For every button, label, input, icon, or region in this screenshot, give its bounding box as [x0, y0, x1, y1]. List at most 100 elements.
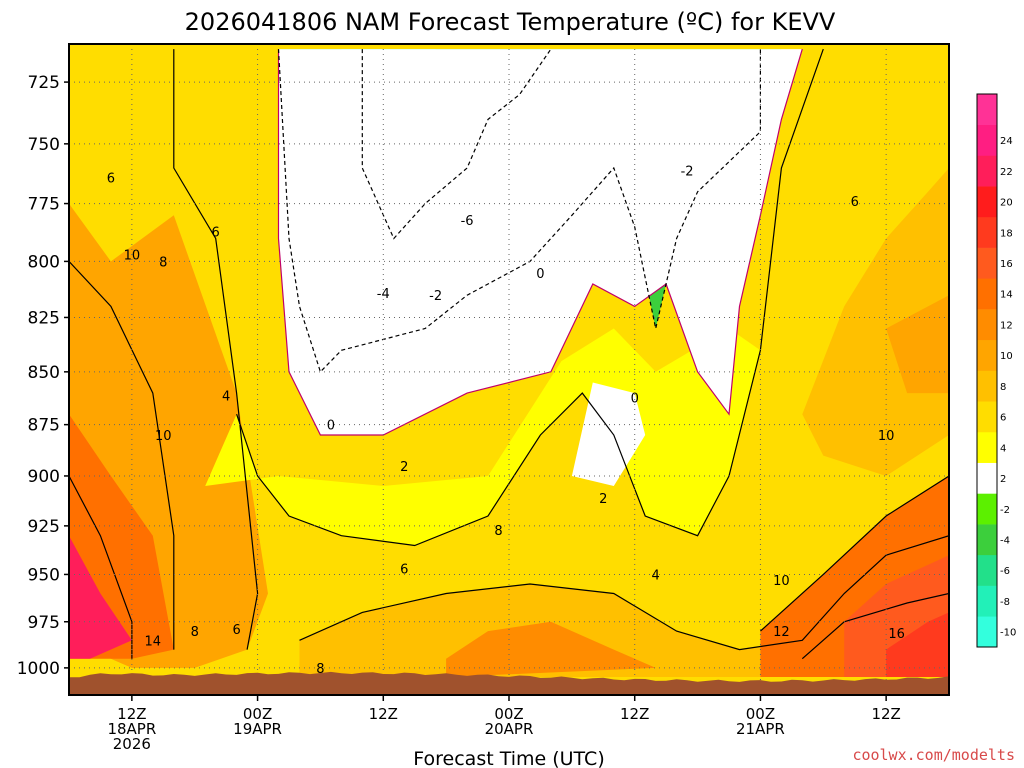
x-tick-label-6-0: 12Z [871, 705, 900, 723]
colorbar-label-14: 20 [1000, 198, 1013, 209]
gridlines [69, 44, 949, 695]
colorbar-label-2: -6 [1000, 566, 1010, 577]
colorbar-label-5: 2 [1000, 474, 1006, 485]
y-tick-label-8: 925 [28, 517, 60, 537]
colorbar-bin-7 [977, 401, 997, 433]
fill-region-11 [446, 621, 656, 677]
y-axis-ticks: 725 750 775 800 825 850 875 900 925 950 975 1000 [17, 73, 69, 679]
fill-region-8 [278, 49, 803, 435]
contour-line-7 [759, 475, 949, 632]
fill-region-3 [205, 328, 761, 546]
fill-region-2 [69, 535, 132, 659]
contour-label-4: 4 [222, 389, 230, 404]
contour-label-0: 6 [107, 172, 115, 187]
x-tick-label-0-0: 12Z [117, 705, 146, 723]
x-tick-label-4-0: 12Z [620, 705, 649, 723]
contour-label-7: 8 [191, 625, 199, 640]
contour-label-19: 4 [652, 568, 660, 583]
contour-line-6 [69, 260, 175, 650]
colorbar-frame [976, 93, 998, 648]
colorbar-bin-12 [977, 247, 997, 279]
y-tick-label-2: 775 [28, 195, 60, 215]
y-tick-label-11: 1000 [17, 659, 60, 679]
contour-label-21: -2 [681, 164, 694, 179]
colorbar-bin-3 [977, 524, 997, 556]
colorbar-bin-0 [977, 616, 997, 648]
colorbar-label-6: 4 [1000, 443, 1006, 454]
contour-label-23: 12 [773, 625, 790, 640]
colorbar-label-12: 16 [1000, 259, 1013, 270]
colorbar-label-15: 22 [1000, 167, 1013, 178]
contour-line-8 [69, 475, 133, 659]
contour-label-13: -4 [377, 287, 390, 302]
contour-lines [69, 48, 949, 660]
contour-label-20: 0 [631, 391, 639, 406]
colorbar-bin-8 [977, 370, 997, 402]
contour-line-0 [277, 48, 803, 436]
contour-label-5: 10 [155, 429, 172, 444]
contour-label-26: 16 [888, 627, 905, 642]
contour-line-4 [173, 49, 259, 650]
y-tick-label-9: 950 [28, 565, 60, 585]
colorbar-label-7: 6 [1000, 413, 1006, 424]
colorbar-label-10: 12 [1000, 320, 1013, 331]
x-tick-label-0-2: 2026 [113, 735, 151, 753]
colorbar-bin-2 [977, 554, 997, 586]
y-tick-label-7: 900 [28, 467, 60, 487]
contour-label-18: 2 [599, 492, 607, 507]
contour-label-1: 6 [212, 226, 220, 241]
contour-label-22: 10 [773, 574, 790, 589]
colorbar-label-1: -8 [1000, 597, 1010, 608]
contour-line-9 [801, 592, 949, 660]
colorbar-bin-10 [977, 309, 997, 341]
x-tick-label-5-1: 21APR [736, 720, 785, 738]
y-tick-label-0: 725 [28, 73, 60, 93]
contour-label-6: 14 [145, 634, 162, 649]
colorbar-bin-17 [977, 94, 997, 126]
fill-region-14 [886, 612, 949, 677]
colorbar-label-4: -2 [1000, 505, 1010, 516]
x-tick-label-3-1: 20APR [485, 720, 534, 738]
fill-region-10 [299, 535, 949, 677]
terrain-ground [69, 671, 949, 695]
colorbar-bin-16 [977, 124, 997, 156]
contour-label-10: 0 [327, 419, 335, 434]
y-tick-label-10: 975 [28, 613, 60, 633]
credit-text: coolwx.com/modelts [852, 746, 1015, 764]
x-tick-label-1-0: 00Z [243, 705, 272, 723]
contour-label-12: 6 [400, 563, 408, 578]
contour-label-2: 10 [124, 249, 141, 264]
contour-label-16: 8 [494, 524, 502, 539]
colorbar-bin-9 [977, 339, 997, 371]
colorbar-label-13: 18 [1000, 228, 1013, 239]
fill-region-15 [802, 168, 949, 476]
contour-label-11: 2 [400, 460, 408, 475]
fill-region-16 [886, 295, 949, 394]
contour-line-5 [299, 535, 949, 651]
colorbar-bin-5 [977, 462, 997, 494]
colorbar-label-9: 10 [1000, 351, 1013, 362]
colorbar-label-8: 8 [1000, 382, 1006, 393]
colorbar-bin-4 [977, 493, 997, 525]
y-tick-label-5: 850 [28, 363, 60, 383]
colorbar-bin-13 [977, 216, 997, 248]
y-tick-label-3: 800 [28, 252, 60, 272]
contour-label-3: 8 [159, 255, 167, 270]
x-tick-label-2-0: 12Z [369, 705, 398, 723]
colorbar-label-0: -10 [1000, 628, 1016, 639]
y-tick-label-4: 825 [28, 308, 60, 328]
contour-label-8: 6 [232, 623, 240, 638]
y-tick-label-6: 875 [28, 416, 60, 436]
fill-region-9 [571, 382, 646, 486]
contour-label-9: 8 [316, 662, 324, 677]
colorbar-label-3: -4 [1000, 535, 1010, 546]
plot-area: 6 6 10 8 4 10 14 8 6 8 0 2 6 -4 -2 -6 8 0 2 4 0 -2 10 12 6 10 16 [69, 44, 949, 695]
colorbar-bin-15 [977, 155, 997, 187]
colorbar-label-16: 24 [1000, 136, 1013, 147]
x-axis-label: Forecast Time (UTC) [413, 748, 604, 768]
x-tick-label-1-1: 19APR [233, 720, 282, 738]
x-tick-label-3-0: 00Z [494, 705, 523, 723]
